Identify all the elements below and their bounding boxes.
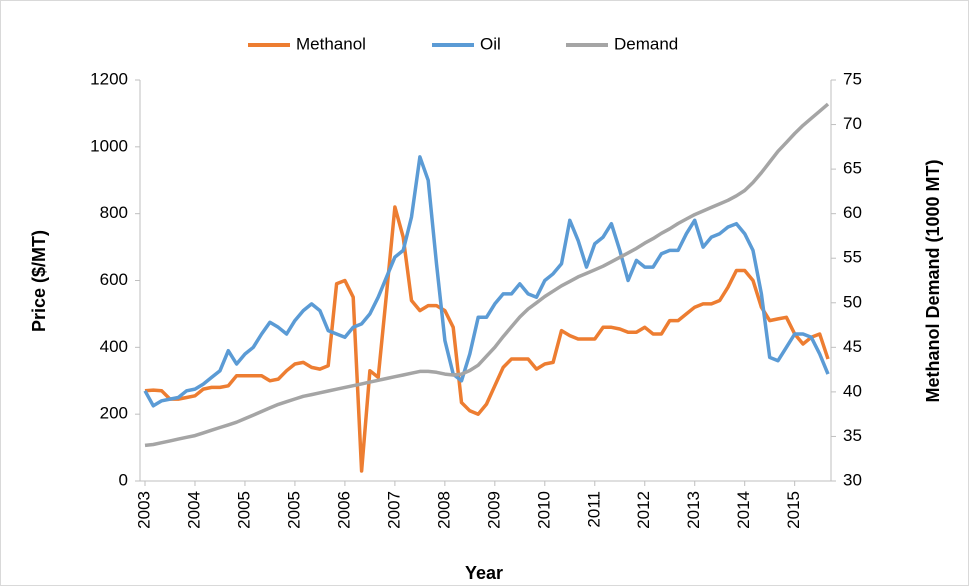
- y2-tick-label: 45: [843, 337, 862, 356]
- x-tick-label: 2013: [684, 491, 703, 529]
- x-tick-label: 2005: [234, 491, 253, 529]
- y-tick-label: 400: [100, 337, 128, 356]
- x-tick-label: 2012: [634, 491, 653, 529]
- y2-axis-title: Methanol Demand (1000 MT): [923, 159, 943, 402]
- x-tick-label: 2014: [734, 491, 753, 529]
- legend-label: Demand: [614, 34, 678, 53]
- y2-tick-label: 60: [843, 203, 862, 222]
- series-line: [143, 155, 830, 408]
- y-tick-label: 600: [100, 270, 128, 289]
- y-tick-label: 0: [119, 470, 128, 489]
- y2-tick-label: 35: [843, 426, 862, 445]
- y2-tick-label: 40: [843, 381, 862, 400]
- y2-tick-label: 50: [843, 292, 862, 311]
- x-tick-label: 2009: [484, 491, 503, 529]
- x-tick-label: 2007: [384, 491, 403, 529]
- y2-tick-label: 75: [843, 69, 862, 88]
- legend-label: Oil: [480, 34, 501, 53]
- y2-tick-label: 30: [843, 470, 862, 489]
- x-tick-label: 2006: [334, 491, 353, 529]
- y2-tick-label: 65: [843, 159, 862, 178]
- x-tick-label: 2004: [184, 491, 203, 529]
- x-tick-label: 2015: [784, 491, 803, 529]
- x-tick-label: 2005: [284, 491, 303, 529]
- series-line: [144, 205, 830, 473]
- y2-tick-label: 70: [843, 114, 862, 133]
- x-tick-label: 2003: [134, 491, 153, 529]
- y-axis-title: Price ($/MT): [29, 230, 49, 332]
- x-tick-label: 2008: [434, 491, 453, 529]
- y2-tick-label: 55: [843, 248, 862, 267]
- series-line: [144, 102, 830, 448]
- x-tick-label: 2011: [584, 491, 603, 528]
- x-axis-title: Year: [465, 563, 503, 583]
- x-tick-label: 2010: [534, 491, 553, 529]
- y-tick-label: 800: [100, 203, 128, 222]
- legend-label: Methanol: [296, 34, 366, 53]
- y-tick-label: 1000: [90, 136, 128, 155]
- y-tick-label: 1200: [90, 69, 128, 88]
- y-tick-label: 200: [100, 404, 128, 423]
